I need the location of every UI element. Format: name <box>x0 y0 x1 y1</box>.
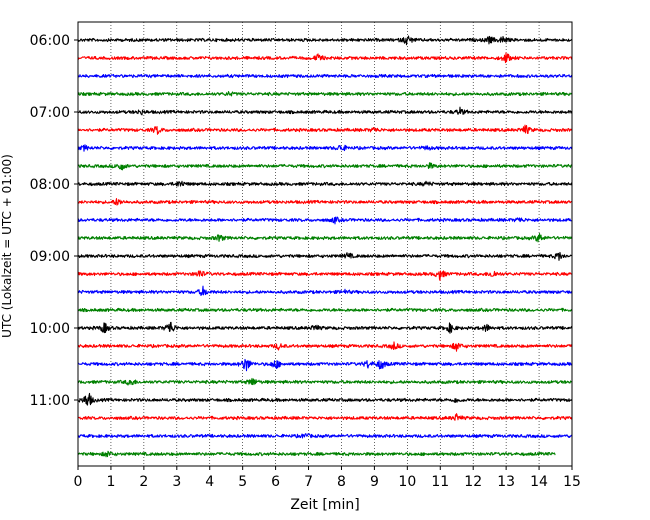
x-tick-label: 6 <box>271 474 280 490</box>
x-tick-label: 2 <box>139 474 148 490</box>
y-axis-ticks: 06:00 07:00 08:00 09:00 10:00 11:00 <box>30 33 78 409</box>
x-tick-label: 4 <box>205 474 214 490</box>
trace-1030 <box>77 358 573 372</box>
y-tick-label: 06:00 <box>30 33 70 49</box>
trace-0845 <box>77 232 573 243</box>
x-tick-label: 3 <box>172 474 181 490</box>
x-tick-label: 10 <box>398 474 416 490</box>
trace-0615 <box>77 52 573 64</box>
x-tick-label: 11 <box>431 474 449 490</box>
x-axis-label: Zeit [min] <box>290 497 359 513</box>
x-axis-ticks: 0 1 2 3 4 5 6 7 8 9 10 11 12 13 14 15 <box>74 466 581 490</box>
x-tick-label: 14 <box>530 474 548 490</box>
x-tick-label: 5 <box>238 474 247 490</box>
x-tick-label: 12 <box>464 474 482 490</box>
trace-0900 <box>77 251 573 261</box>
trace-1130 <box>77 433 573 439</box>
trace-1100 <box>77 392 573 406</box>
seismic-traces <box>77 35 573 458</box>
y-axis-label: UTC (Lokalzeit = UTC + 01:00) <box>0 154 14 338</box>
trace-1015 <box>77 341 573 352</box>
trace-0915 <box>77 270 573 281</box>
trace-0715 <box>77 124 573 135</box>
trace-0600 <box>77 35 573 46</box>
trace-0930 <box>77 285 573 297</box>
trace-0745 <box>77 162 573 171</box>
x-tick-label: 1 <box>106 474 115 490</box>
x-tick-label: 8 <box>337 474 346 490</box>
trace-1145 <box>77 450 556 458</box>
trace-0800 <box>77 180 573 187</box>
y-tick-label: 10:00 <box>30 321 70 337</box>
x-tick-label: 15 <box>563 474 581 490</box>
plot-frame <box>77 21 573 467</box>
trace-0730 <box>77 144 573 152</box>
trace-1115 <box>77 413 573 421</box>
trace-0645 <box>77 91 573 97</box>
y-tick-label: 08:00 <box>30 177 70 193</box>
y-tick-label: 11:00 <box>30 393 70 409</box>
x-tick-label: 7 <box>304 474 313 490</box>
trace-0815 <box>77 198 573 206</box>
x-tick-label: 9 <box>370 474 379 490</box>
y-tick-label: 09:00 <box>30 249 70 265</box>
x-tick-label: 13 <box>497 474 515 490</box>
y-tick-label: 07:00 <box>30 105 70 121</box>
trace-0700 <box>77 106 573 116</box>
trace-0945 <box>77 307 573 313</box>
trace-0830 <box>77 216 573 225</box>
trace-0630 <box>77 73 573 79</box>
trace-1045 <box>77 377 573 386</box>
trace-1000 <box>77 321 573 334</box>
x-tick-label: 0 <box>74 474 83 490</box>
